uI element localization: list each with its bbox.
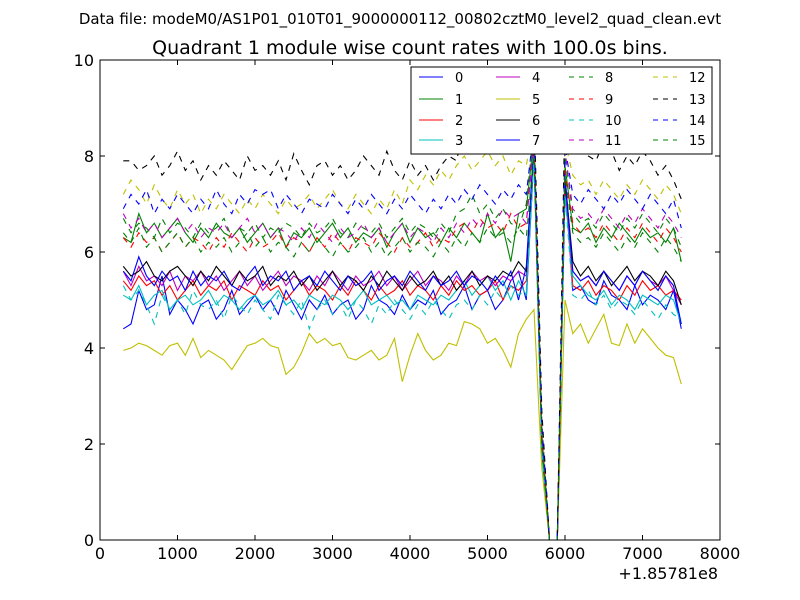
y-tick-label: 4 bbox=[84, 339, 94, 358]
series-1-line bbox=[123, 136, 682, 540]
chart-title: Quadrant 1 module wise count rates with … bbox=[152, 37, 668, 59]
legend-label-5: 5 bbox=[532, 93, 540, 108]
series-5-line bbox=[123, 299, 682, 540]
series-8-line bbox=[122, 127, 682, 540]
series-10-line bbox=[122, 155, 682, 540]
legend-label-3: 3 bbox=[455, 134, 463, 149]
legend-label-1: 1 bbox=[455, 93, 463, 108]
series-layer bbox=[122, 103, 682, 540]
data-file-title: Data file: modeM0/AS1P01_010T01_90000001… bbox=[79, 10, 721, 29]
x-tick-label: 6000 bbox=[545, 544, 586, 563]
legend-label-2: 2 bbox=[455, 114, 463, 129]
legend-label-11: 11 bbox=[605, 134, 622, 149]
y-tick-label: 2 bbox=[84, 435, 94, 454]
legend-label-6: 6 bbox=[532, 114, 540, 129]
legend-label-8: 8 bbox=[605, 71, 613, 86]
series-11-line bbox=[122, 136, 682, 540]
legend-label-13: 13 bbox=[689, 93, 706, 108]
legend-label-9: 9 bbox=[605, 93, 613, 108]
series-0-line bbox=[123, 155, 682, 540]
x-tick-label: 0 bbox=[95, 544, 105, 563]
legend-label-10: 10 bbox=[605, 114, 622, 129]
series-7-line bbox=[122, 141, 682, 540]
legend-label-4: 4 bbox=[532, 71, 540, 86]
x-tick-label: 7000 bbox=[622, 544, 663, 563]
x-tick-label: 8000 bbox=[700, 544, 741, 563]
y-tick-label: 10 bbox=[74, 51, 94, 70]
x-tick-label: 5000 bbox=[467, 544, 508, 563]
series-14-line bbox=[122, 127, 682, 540]
series-9-line bbox=[122, 141, 682, 540]
y-tick-label: 0 bbox=[84, 531, 94, 550]
legend-label-12: 12 bbox=[689, 71, 706, 86]
legend-label-15: 15 bbox=[689, 134, 706, 149]
x-tick-label: 2000 bbox=[235, 544, 276, 563]
legend-box bbox=[410, 66, 713, 155]
legend-label-0: 0 bbox=[455, 71, 463, 86]
x-tick-label: 4000 bbox=[390, 544, 431, 563]
series-12-line bbox=[122, 122, 682, 540]
x-tick-label: 1000 bbox=[157, 544, 198, 563]
y-tick-label: 6 bbox=[84, 243, 94, 262]
series-3-line bbox=[123, 155, 682, 540]
y-tick-label: 8 bbox=[84, 147, 94, 166]
legend-label-7: 7 bbox=[532, 134, 540, 149]
x-tick-label: 3000 bbox=[312, 544, 353, 563]
legend-label-14: 14 bbox=[689, 114, 706, 129]
series-2-line bbox=[122, 151, 682, 540]
x-offset-label: +1.85781e8 bbox=[618, 564, 718, 583]
series-15-line bbox=[122, 151, 682, 540]
series-13-line bbox=[123, 103, 682, 540]
series-6-line bbox=[122, 146, 682, 540]
